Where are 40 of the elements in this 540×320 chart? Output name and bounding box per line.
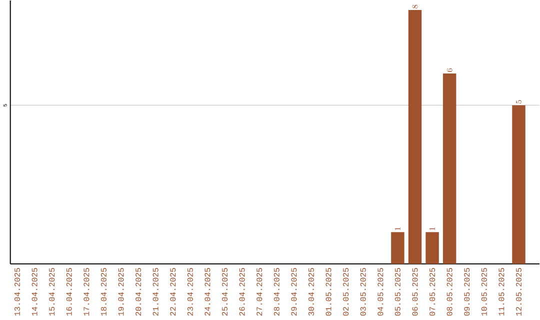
bar [408,10,422,264]
data-label: 1 [430,228,435,230]
x-tick-label: 11.05.2025 [498,268,504,316]
data-label: 5 [516,100,522,104]
x-tick-label: 21.04.2025 [152,268,158,316]
x-tick-label: 25.04.2025 [222,268,228,316]
x-tick-label: 28.04.2025 [274,268,280,316]
x-tick-label: 17.04.2025 [84,268,90,316]
x-tick-label: 14.04.2025 [32,268,38,316]
x-tick-label: 02.05.2025 [343,268,349,316]
x-tick-label: 05.05.2025 [394,268,400,316]
data-label: 1 [394,228,400,230]
x-tick-label: 06.05.2025 [412,268,418,316]
data-label: 6 [446,68,452,72]
x-tick-label: 18.04.2025 [100,268,106,316]
x-tick-label: 04.05.2025 [378,268,384,316]
x-tick-label: 13.04.2025 [14,268,20,316]
x-tick-label: 27.04.2025 [256,268,262,316]
bar [512,105,526,264]
x-tick-label: 16.04.2025 [66,268,72,316]
x-tick-label: 10.05.2025 [481,268,487,316]
x-tick-label: 03.05.2025 [360,268,366,316]
x-tick-label: 19.04.2025 [118,268,124,316]
x-tick-label: 26.04.2025 [239,268,245,316]
x-tick-label: 24.04.2025 [204,268,210,316]
bar [391,232,404,264]
x-tick-label: 08.05.2025 [446,268,452,316]
bar [442,74,456,264]
x-tick-label: 15.04.2025 [49,268,55,316]
x-tick-label: 01.05.2025 [326,268,332,316]
x-tick-label: 23.04.2025 [187,268,193,316]
x-tick-label: 20.04.2025 [136,268,142,316]
bar [426,232,439,264]
x-tick-label: 22.04.2025 [170,268,176,316]
x-tick-label: 09.05.2025 [464,268,470,316]
data-label: 8 [412,5,418,9]
x-tick-label: 30.04.2025 [308,268,314,316]
x-tick-label: 07.05.2025 [430,268,436,316]
x-tick-label: 12.05.2025 [516,268,522,316]
x-tick-label: 29.04.2025 [291,268,297,316]
